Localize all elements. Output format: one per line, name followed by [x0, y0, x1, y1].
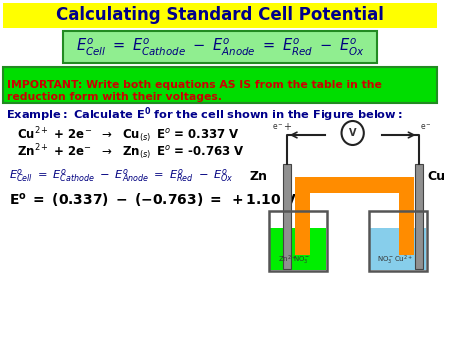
FancyBboxPatch shape — [270, 228, 326, 270]
Text: E$^{o}$ = 0.337 V: E$^{o}$ = 0.337 V — [156, 128, 240, 142]
Text: E$^{o}$ = -0.763 V: E$^{o}$ = -0.763 V — [156, 145, 245, 159]
FancyBboxPatch shape — [3, 67, 437, 103]
Text: NO$_3^-$: NO$_3^-$ — [293, 254, 310, 265]
FancyBboxPatch shape — [370, 228, 426, 270]
Text: Cu$^{2+}$ + 2e$^{-}$  $\rightarrow$  Cu$_{(s)}$: Cu$^{2+}$ + 2e$^{-}$ $\rightarrow$ Cu$_{… — [17, 125, 151, 145]
FancyBboxPatch shape — [283, 164, 292, 269]
FancyBboxPatch shape — [415, 164, 423, 269]
Text: Zn$^{2+}$ + 2e$^{-}$  $\rightarrow$  Zn$_{(s)}$: Zn$^{2+}$ + 2e$^{-}$ $\rightarrow$ Zn$_{… — [17, 142, 151, 162]
Text: Zn$^{2+}$: Zn$^{2+}$ — [278, 254, 298, 265]
Text: $E^{o}_{Cell}\ =\ E^{o}_{Cathode}\ -\ E^{o}_{Anode}\ =\ E^{o}_{Red}\ -\ E^{o}_{O: $E^{o}_{Cell}\ =\ E^{o}_{Cathode}\ -\ E^… — [76, 37, 364, 58]
Text: NO$_3^-$: NO$_3^-$ — [377, 254, 394, 265]
Text: Zn: Zn — [249, 170, 267, 184]
Text: e$^-$: e$^-$ — [272, 122, 284, 132]
Text: IMPORTANT: Write both equations AS IS from the table in the: IMPORTANT: Write both equations AS IS fr… — [8, 80, 383, 90]
FancyBboxPatch shape — [399, 183, 414, 255]
Text: $E^{o}_{Cell}\ =\ E^{o}_{Cathode}\ -\ E^{o}_{Anode}\ =\ E^{o}_{Red}\ -\ E^{o}_{O: $E^{o}_{Cell}\ =\ E^{o}_{Cathode}\ -\ E^… — [9, 166, 234, 184]
Text: Cu: Cu — [427, 170, 445, 184]
Text: $\mathbf{E^{o}\ =\ (0.337)\ -\ (-0.763)\ =\ +1.10\ V}$: $\mathbf{E^{o}\ =\ (0.337)\ -\ (-0.763)\… — [9, 191, 297, 209]
Text: Calculating Standard Cell Potential: Calculating Standard Cell Potential — [56, 6, 384, 24]
Text: reduction form with their voltages.: reduction form with their voltages. — [8, 92, 222, 102]
Text: e$^-$: e$^-$ — [420, 122, 432, 132]
Text: Cu$^{2+}$: Cu$^{2+}$ — [393, 254, 413, 265]
Text: V: V — [349, 128, 356, 138]
FancyBboxPatch shape — [295, 183, 310, 255]
Text: $\mathbf{Example:\ Calculate\ E^{0}\ for\ the\ cell\ shown\ in\ the\ Figure\ bel: $\mathbf{Example:\ Calculate\ E^{0}\ for… — [6, 106, 402, 124]
FancyBboxPatch shape — [3, 3, 437, 28]
FancyBboxPatch shape — [63, 31, 377, 63]
Circle shape — [342, 121, 364, 145]
Text: +: + — [283, 122, 291, 132]
FancyBboxPatch shape — [295, 177, 414, 193]
